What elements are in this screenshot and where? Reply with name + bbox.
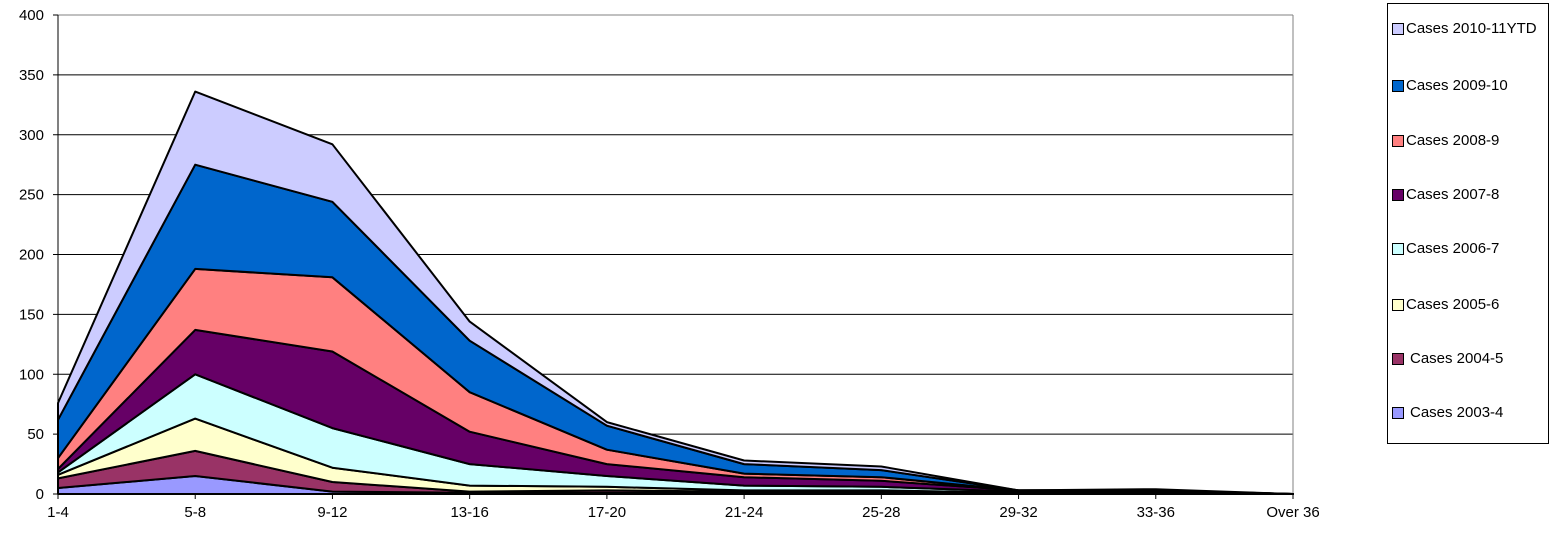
- legend-label: Cases 2009-10: [1406, 77, 1508, 94]
- x-axis-tick-labels: 1-4 5-8 9-12 13-16 17-20 21-24 25-28 29-32 33-36…: [47, 504, 1320, 521]
- legend-label: Cases 2004-5: [1410, 350, 1504, 367]
- x-tick-label: 21-24: [725, 504, 763, 521]
- x-tick-label: 5-8: [184, 504, 206, 521]
- y-axis-tick-labels: 0 50 100 150 200 250 300 350 400: [19, 7, 44, 503]
- y-tick-label: 0: [36, 486, 44, 503]
- x-tick-label: Over 36: [1266, 504, 1319, 521]
- area-series: [57, 90, 1294, 495]
- x-tick-label: 13-16: [450, 504, 488, 521]
- legend-label: Cases 2003-4: [1410, 404, 1504, 421]
- x-tick-label: 29-32: [999, 504, 1037, 521]
- legend-label: Cases 2007-8: [1406, 186, 1500, 203]
- x-tick-label: 9-12: [317, 504, 347, 521]
- y-tick-label: 350: [19, 67, 44, 84]
- chart-legend: Cases 2010-11YTD Cases 2009-10 Cases 200…: [1387, 3, 1549, 444]
- x-tick-label: 1-4: [47, 504, 69, 521]
- legend-swatch: [1392, 23, 1404, 35]
- legend-label: Cases 2006-7: [1406, 240, 1500, 257]
- axes: [53, 14, 1294, 499]
- y-tick-label: 100: [19, 366, 44, 383]
- legend-swatch: [1392, 80, 1404, 92]
- legend-swatch: [1392, 243, 1404, 255]
- x-tick-label: 17-20: [588, 504, 626, 521]
- legend-swatch: [1392, 299, 1404, 311]
- legend-label: Cases 2005-6: [1406, 296, 1500, 313]
- y-tick-label: 250: [19, 187, 44, 204]
- y-tick-label: 300: [19, 127, 44, 144]
- legend-swatch: [1392, 407, 1404, 419]
- legend-swatch: [1392, 135, 1404, 147]
- legend-label: Cases 2008-9: [1406, 132, 1500, 149]
- y-tick-label: 400: [19, 7, 44, 24]
- y-tick-label: 150: [19, 306, 44, 323]
- legend-label: Cases 2010-11YTD: [1406, 20, 1537, 37]
- legend-swatch: [1392, 353, 1404, 365]
- x-tick-label: 25-28: [862, 504, 900, 521]
- legend-swatch: [1392, 189, 1404, 201]
- y-tick-label: 50: [27, 426, 44, 443]
- x-tick-label: 33-36: [1137, 504, 1175, 521]
- y-tick-label: 200: [19, 247, 44, 264]
